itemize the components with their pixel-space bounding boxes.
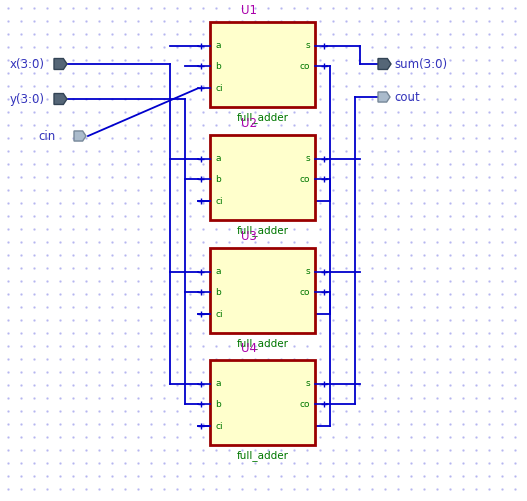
Text: a: a	[215, 268, 220, 276]
Polygon shape	[54, 94, 67, 105]
Text: x(3:0): x(3:0)	[10, 58, 45, 71]
Text: b: b	[215, 288, 221, 297]
Text: U1: U1	[241, 4, 258, 17]
Text: co: co	[299, 175, 310, 184]
Polygon shape	[378, 59, 391, 70]
Text: a: a	[215, 379, 220, 388]
Text: cout: cout	[394, 91, 419, 104]
Bar	[210, 22, 315, 107]
Text: s: s	[305, 41, 310, 50]
Text: y(3:0): y(3:0)	[10, 93, 45, 106]
Text: U4: U4	[241, 342, 258, 355]
Bar	[210, 360, 315, 445]
Text: cin: cin	[38, 129, 55, 142]
Text: ci: ci	[215, 197, 222, 206]
Text: s: s	[305, 379, 310, 388]
Text: U2: U2	[241, 117, 258, 130]
Text: a: a	[215, 41, 220, 50]
Text: b: b	[215, 175, 221, 184]
Text: b: b	[215, 400, 221, 409]
Text: s: s	[305, 268, 310, 276]
Text: co: co	[299, 400, 310, 409]
Polygon shape	[378, 92, 390, 102]
Polygon shape	[74, 131, 86, 141]
Polygon shape	[54, 59, 67, 70]
Text: full_adder: full_adder	[237, 112, 288, 123]
Text: full_adder: full_adder	[237, 450, 288, 461]
Text: full_adder: full_adder	[237, 225, 288, 236]
Text: sum(3:0): sum(3:0)	[394, 58, 447, 71]
Bar	[210, 248, 315, 333]
Text: ci: ci	[215, 422, 222, 431]
Bar	[210, 135, 315, 220]
Text: ci: ci	[215, 310, 222, 319]
Text: full_adder: full_adder	[237, 338, 288, 349]
Text: U3: U3	[241, 230, 257, 243]
Text: co: co	[299, 288, 310, 297]
Text: a: a	[215, 154, 220, 163]
Text: b: b	[215, 62, 221, 71]
Text: s: s	[305, 154, 310, 163]
Text: ci: ci	[215, 84, 222, 93]
Text: co: co	[299, 62, 310, 71]
